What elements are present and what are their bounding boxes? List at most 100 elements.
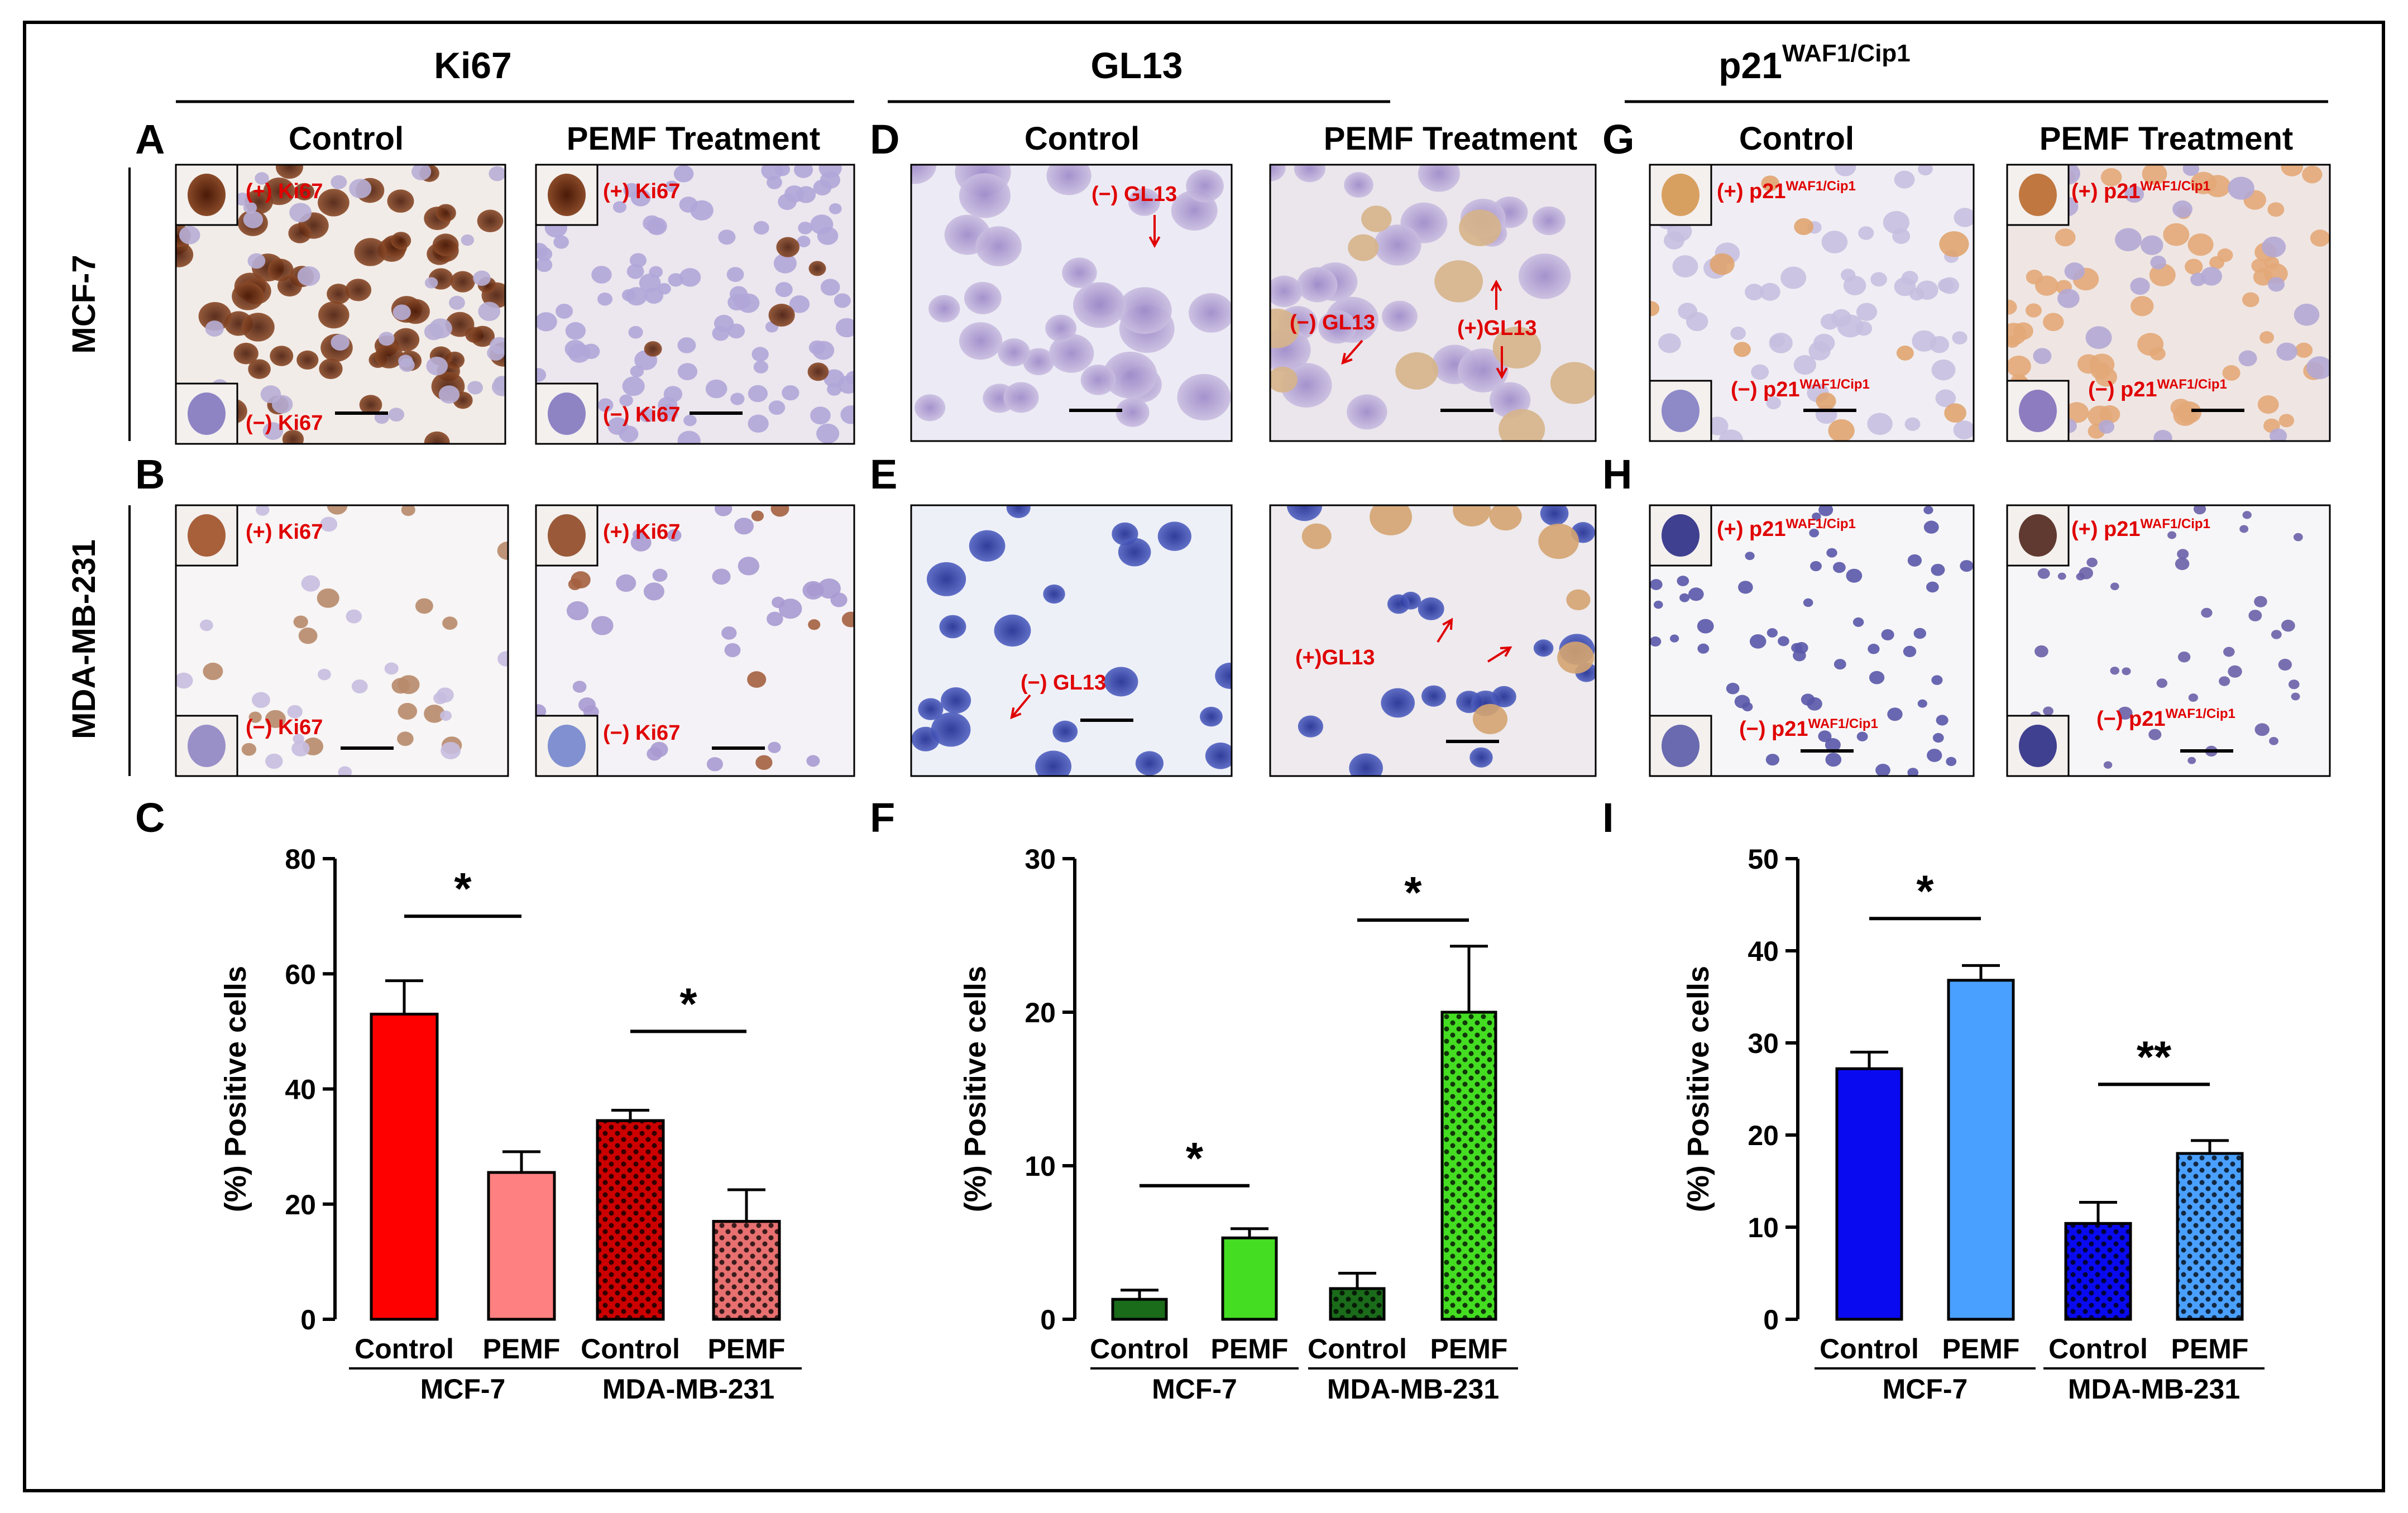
micrograph-cells — [2007, 505, 2303, 775]
micrograph-frame — [535, 164, 855, 445]
cell-mark — [1896, 346, 1914, 361]
cell-mark — [1650, 301, 1660, 317]
cell-mark — [1023, 348, 1055, 376]
cell-mark — [277, 275, 303, 297]
inset-cell-0 — [175, 164, 238, 226]
cell-mark — [1653, 600, 1663, 609]
cell-mark — [1932, 732, 1944, 743]
cell-mark — [1128, 188, 1160, 216]
micrograph-cells — [911, 505, 1232, 776]
label-pos-ki67-a1: (+) Ki67 — [246, 180, 323, 203]
y-tick-label: 20 — [1025, 997, 1056, 1028]
label-neg-ki67-a2: (−) Ki67 — [603, 403, 680, 427]
cell-mark — [1778, 636, 1789, 647]
cell-mark — [296, 350, 319, 370]
cell-mark — [271, 395, 293, 414]
cell-mark — [1868, 644, 1880, 654]
micrograph-frame — [175, 164, 506, 445]
cell-mark — [1913, 628, 1926, 639]
cell-mark — [1370, 505, 1413, 535]
cell-mark — [2185, 258, 2203, 275]
cell-mark — [768, 400, 786, 415]
cell-mark — [1043, 584, 1065, 604]
cell-mark — [1894, 170, 1915, 189]
cell-mark — [1650, 636, 1662, 647]
cell-mark — [911, 726, 940, 751]
arrow-gl13-e1 — [1010, 694, 1031, 720]
cell-mark — [446, 312, 475, 337]
cell-mark — [1073, 282, 1126, 328]
cell-mark — [969, 530, 1006, 562]
cell-mark — [726, 267, 744, 282]
cell-mark — [2201, 607, 2213, 618]
cell-mark — [398, 703, 418, 720]
cell-mark — [751, 510, 764, 521]
cell-mark — [775, 282, 793, 298]
micrograph-cells — [536, 165, 854, 444]
inset-cell-9 — [175, 715, 238, 777]
micrograph-frame — [1269, 164, 1597, 442]
cell-mark — [808, 261, 826, 276]
cell-mark — [644, 341, 662, 357]
cell-mark — [426, 356, 448, 376]
inset-cell-2 — [535, 164, 599, 226]
cell-mark — [565, 322, 586, 340]
x-tick-label-0: Control — [1090, 1333, 1189, 1364]
cell-mark — [1759, 283, 1780, 301]
cell-mark — [424, 277, 438, 289]
cell-mark — [1833, 659, 1846, 670]
cell-mark — [1826, 548, 1837, 558]
cell-mark — [490, 337, 505, 355]
cell-mark — [327, 284, 351, 304]
cell-mark — [449, 295, 465, 310]
cell-mark — [252, 692, 270, 708]
cell-mark — [776, 237, 800, 257]
cell-mark — [354, 238, 387, 266]
cell-mark — [597, 293, 612, 306]
cell-mark — [294, 183, 315, 200]
cell-mark — [778, 193, 797, 210]
group-label-0: MCF-7 — [1883, 1373, 1968, 1405]
cell-mark — [2077, 354, 2100, 374]
arrow-gl13-d2-neg — [1341, 339, 1363, 365]
cell-mark — [2242, 292, 2259, 308]
cell-mark — [1825, 753, 1842, 767]
cell-mark — [415, 598, 433, 614]
cell-mark — [1883, 210, 1909, 234]
cell-mark — [1751, 364, 1769, 380]
y-axis-label: (%) Positive cells — [219, 966, 252, 1212]
cell-mark — [1103, 351, 1157, 399]
cell-mark — [1035, 750, 1072, 776]
cell-mark — [1116, 398, 1150, 427]
cell-mark — [442, 616, 458, 630]
cell-mark — [931, 712, 971, 747]
cell-mark — [1489, 505, 1522, 531]
cell-mark — [767, 611, 783, 626]
cell-mark — [265, 753, 283, 769]
cell-mark — [1395, 352, 1439, 390]
cell-mark — [1650, 579, 1663, 590]
cell-mark — [959, 173, 1011, 218]
cell-mark — [203, 662, 223, 681]
cell-mark — [1769, 332, 1793, 353]
cell-mark — [1550, 362, 1596, 404]
cell-mark — [817, 227, 839, 245]
cell-mark — [2007, 335, 2020, 348]
cell-mark — [665, 180, 679, 192]
cell-mark — [439, 710, 452, 721]
cell-mark — [327, 505, 348, 515]
cell-mark — [478, 301, 501, 322]
cell-mark — [1177, 374, 1231, 421]
cell-mark — [2263, 263, 2288, 284]
inset-cell-13 — [1649, 715, 1712, 777]
cell-mark — [179, 226, 200, 245]
micrograph-frame — [910, 164, 1233, 442]
cell-mark — [1816, 392, 1836, 410]
cell-mark — [1046, 165, 1092, 195]
cell-mark — [712, 325, 730, 341]
cell-mark — [536, 257, 553, 272]
y-tick-label: 20 — [1748, 1120, 1779, 1151]
cell-mark — [1733, 342, 1751, 357]
cell-mark — [1818, 505, 1833, 516]
cell-mark — [622, 376, 645, 396]
